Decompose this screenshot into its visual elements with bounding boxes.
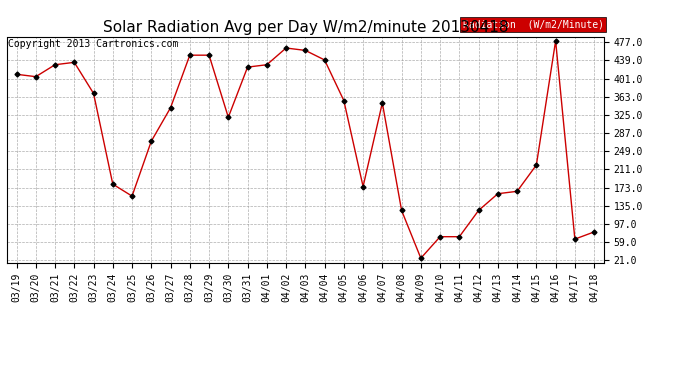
- Text: Radiation  (W/m2/Minute): Radiation (W/m2/Minute): [463, 20, 604, 30]
- Title: Solar Radiation Avg per Day W/m2/minute 20130418: Solar Radiation Avg per Day W/m2/minute …: [103, 20, 508, 35]
- Text: Copyright 2013 Cartronics.com: Copyright 2013 Cartronics.com: [8, 39, 179, 50]
